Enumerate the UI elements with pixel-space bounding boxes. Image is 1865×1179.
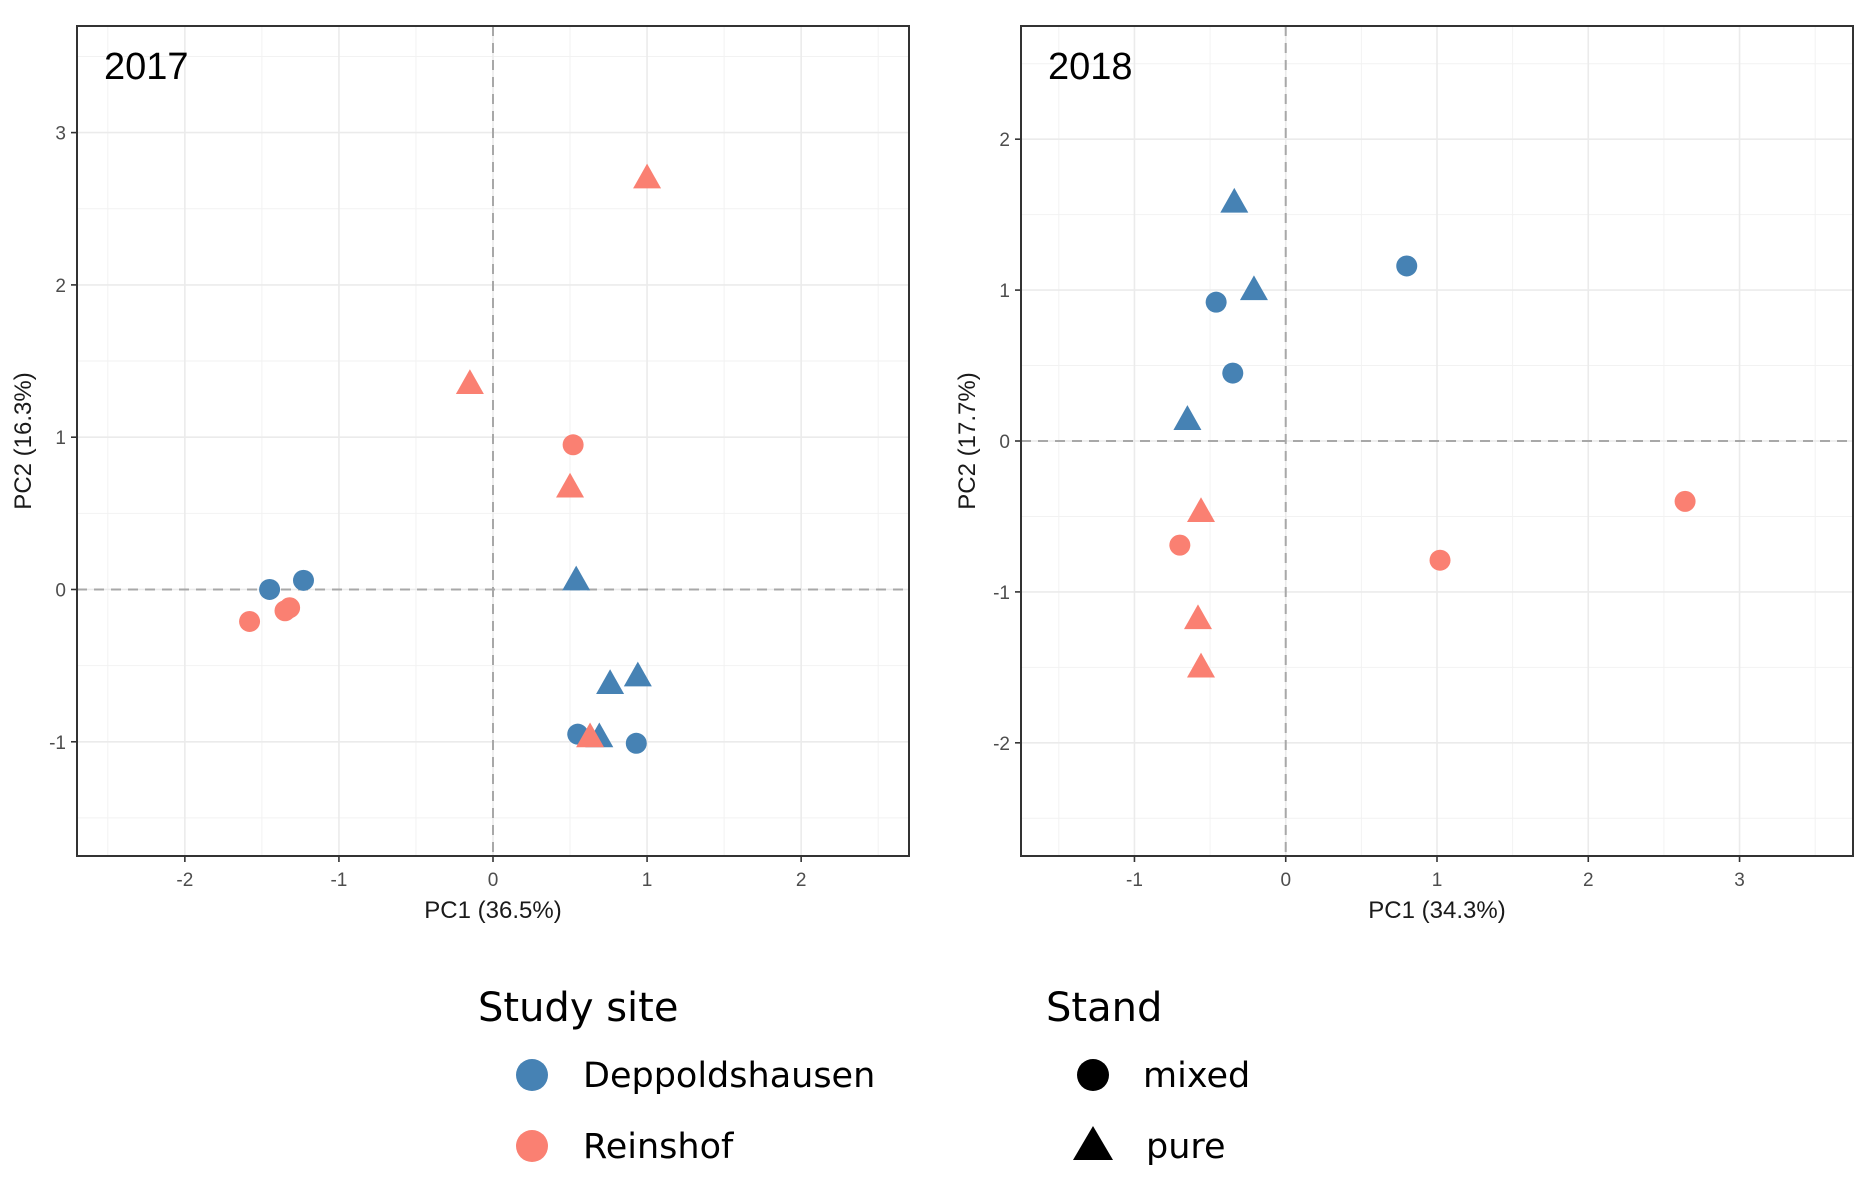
legend-stand-pure-label: pure [1146, 1127, 1226, 1167]
point-deppoldshausen-mixed [292, 569, 314, 591]
ticks: -1 0 1 2 3 -2 -1 0 1 2 [993, 130, 1745, 891]
point-reinshof-pure [633, 163, 662, 189]
x-tick-label: 0 [1280, 870, 1291, 891]
legend-site: Study site Deppoldshausen Reinshof [478, 985, 875, 1167]
point-reinshof-mixed [239, 610, 261, 632]
point-deppoldshausen-pure [623, 661, 652, 687]
points [1169, 187, 1696, 678]
point-reinshof-pure [556, 472, 585, 498]
legend-stand-mixed-label: mixed [1143, 1056, 1250, 1096]
panel-title: 2018 [1048, 46, 1133, 88]
panel-title: 2017 [104, 46, 189, 88]
panel-2017: -2 -1 0 1 2 -1 0 1 2 3 PC1 (36.5%) PC2 (16.3%) 2017 [10, 25, 910, 924]
x-tick-label: -1 [330, 870, 347, 891]
point-reinshof-pure [576, 722, 605, 748]
legend-stand-title: Stand [1046, 985, 1162, 1031]
point-reinshof-mixed [1429, 549, 1451, 571]
point-deppoldshausen-mixed [1396, 255, 1418, 277]
y-axis-label: PC2 (17.7%) [954, 372, 981, 509]
point-deppoldshausen-pure [596, 669, 625, 694]
y-tick-label: -1 [49, 733, 66, 754]
x-tick-label: 2 [1583, 870, 1594, 891]
legend-stand-pure-key [1073, 1126, 1113, 1160]
x-tick-label: 1 [1432, 870, 1443, 891]
point-deppoldshausen-pure [1239, 275, 1268, 301]
legend-site-title: Study site [478, 985, 678, 1031]
point-reinshof-mixed [1169, 534, 1191, 556]
y-tick-label: 2 [999, 130, 1010, 151]
point-deppoldshausen-mixed [259, 578, 281, 600]
y-tick-label: 0 [999, 432, 1010, 453]
point-deppoldshausen-pure [1173, 405, 1202, 430]
y-tick-label: 2 [55, 276, 66, 297]
x-tick-label: -1 [1126, 870, 1143, 891]
y-tick-label: 3 [55, 124, 66, 145]
point-deppoldshausen-pure [1220, 187, 1249, 213]
point-deppoldshausen-mixed [1222, 362, 1244, 384]
legend-site-deppoldshausen-label: Deppoldshausen [583, 1056, 875, 1096]
point-reinshof-mixed [274, 600, 296, 622]
y-axis-label: PC2 (16.3%) [10, 372, 37, 509]
y-tick-label: 0 [55, 580, 66, 601]
x-tick-label: 0 [488, 870, 499, 891]
legend-site-deppoldshausen-key [516, 1059, 548, 1091]
legend-stand: Stand mixed pure [1046, 985, 1250, 1167]
panel-2018: -1 0 1 2 3 -2 -1 0 1 2 PC1 (34.3%) PC2 (17.7%) 2018 [954, 25, 1854, 924]
legend-stand-mixed-key [1077, 1059, 1109, 1091]
point-reinshof-pure [455, 369, 484, 394]
x-tick-label: -2 [176, 870, 193, 891]
points [239, 163, 662, 754]
ticks: -2 -1 0 1 2 -1 0 1 2 3 [49, 124, 806, 891]
y-tick-label: -2 [993, 734, 1010, 755]
legend-site-reinshof-key [516, 1130, 548, 1162]
y-tick-label: 1 [999, 281, 1010, 302]
y-tick-label: 1 [55, 428, 66, 449]
point-reinshof-mixed [1674, 490, 1696, 512]
x-axis-label: PC1 (34.3%) [1368, 897, 1505, 924]
point-deppoldshausen-pure [562, 565, 591, 591]
point-reinshof-pure [1187, 497, 1216, 523]
x-tick-label: 1 [642, 870, 653, 891]
x-tick-label: 3 [1734, 870, 1745, 891]
x-axis-label: PC1 (36.5%) [424, 897, 561, 924]
legend: Study site Deppoldshausen Reinshof Stand… [478, 985, 1250, 1167]
y-tick-label: -1 [993, 583, 1010, 604]
point-deppoldshausen-mixed [1205, 291, 1227, 313]
point-deppoldshausen-mixed [625, 732, 647, 754]
point-reinshof-pure [1183, 604, 1212, 630]
point-reinshof-mixed [562, 434, 584, 456]
legend-site-reinshof-label: Reinshof [583, 1127, 734, 1167]
point-reinshof-pure [1187, 652, 1216, 678]
x-tick-label: 2 [796, 870, 807, 891]
